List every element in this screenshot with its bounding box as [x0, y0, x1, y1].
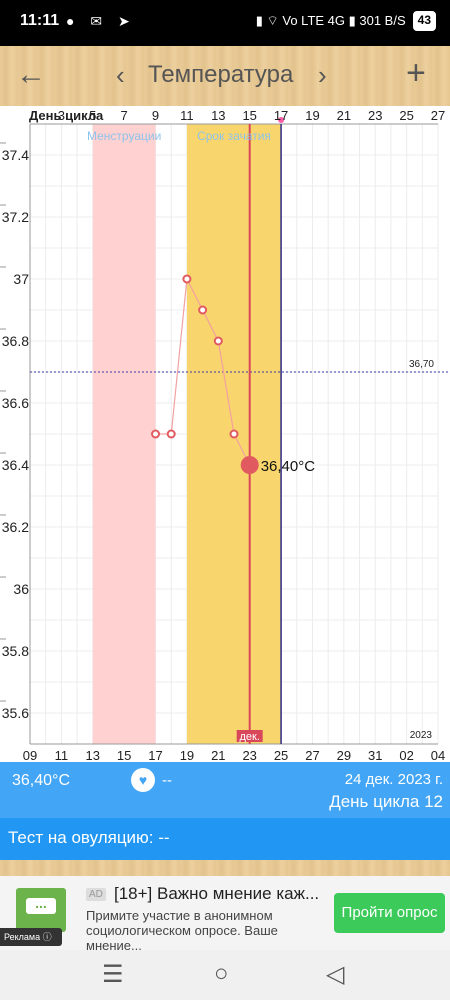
- month-label: дек.: [239, 731, 259, 743]
- chevron-left-icon[interactable]: ‹: [116, 60, 125, 90]
- status-right: ▮ ⌔ Vo LTE 4G ▮ 301 B/S 43: [256, 11, 436, 31]
- y-tick-label: 36.6: [2, 395, 29, 411]
- app-header: ← ‹ Температура › +: [0, 46, 450, 106]
- selected-date: 24 дек. 2023 г.: [344, 771, 443, 788]
- selected-point: [240, 456, 259, 474]
- y-tick-label: 36.4: [2, 457, 29, 473]
- today-marker: [278, 117, 285, 123]
- cycle-tick-label: 25: [399, 108, 413, 123]
- date-tick-label: 11: [55, 748, 69, 762]
- cycle-tick-label: 5: [89, 108, 96, 123]
- date-tick-label: 31: [368, 748, 382, 762]
- temperature-point: [151, 429, 161, 439]
- status-bar: 11:11 ● ✉ ➤ ▮ ⌔ Vo LTE 4G ▮ 301 B/S 43: [0, 0, 450, 46]
- date-tick-label: 27: [305, 748, 319, 762]
- menstruation-band: [92, 124, 156, 744]
- selected-point-label: 36,40°C: [261, 458, 316, 475]
- cycle-tick-label: 17: [274, 108, 288, 123]
- cycle-tick-label: 9: [152, 108, 159, 123]
- ad-badge: AD: [86, 888, 106, 901]
- wood-strip: [0, 860, 450, 876]
- temperature-point: [198, 305, 208, 315]
- y-tick-label: 36: [13, 581, 29, 597]
- page-title: Температура: [148, 61, 294, 88]
- date-tick-label: 15: [117, 748, 131, 762]
- cycle-tick-label: 15: [242, 108, 256, 123]
- ovulation-test-label: Тест на овуляцию: --: [8, 828, 170, 847]
- date-tick-label: 25: [274, 748, 288, 762]
- home-icon[interactable]: ○: [214, 960, 229, 987]
- heart-value: --: [162, 772, 172, 789]
- cycle-tick-label: 13: [211, 108, 225, 123]
- selected-cycle-day: День цикла 12: [329, 792, 443, 811]
- cycle-tick-label: 23: [368, 108, 382, 123]
- y-tick-label: 35.6: [2, 705, 29, 721]
- system-nav-bar: ☰ ○ ◁: [0, 950, 450, 1000]
- network-icons: ▮ ⌔ Vo LTE 4G ▮ 301 B/S: [255, 13, 406, 28]
- y-tick-label: 36.2: [2, 519, 29, 535]
- temperature-point: [166, 429, 176, 439]
- y-tick-label: 37.2: [2, 209, 29, 225]
- menstruation-label: Менструации: [87, 129, 161, 143]
- temperature-point: [213, 336, 223, 346]
- temperature-point: [182, 274, 192, 284]
- cycle-day-axis-title: День цикла: [29, 108, 104, 123]
- arrow-left-icon[interactable]: ←: [16, 58, 46, 91]
- back-icon[interactable]: ◁: [326, 961, 345, 988]
- y-tick-label: 36.8: [2, 333, 29, 349]
- cycle-tick-label: 21: [337, 108, 351, 123]
- ad-title: [18+] Важно мнение каж...: [114, 884, 320, 903]
- date-tick-label: 13: [86, 748, 100, 762]
- temperature-point: [229, 429, 239, 439]
- coverline-label: 36,70: [409, 359, 434, 370]
- date-tick-label: 04: [431, 748, 445, 762]
- ad-reklama-label[interactable]: Реклама ⓘ: [0, 928, 62, 946]
- chat-bubble-icon: ...: [26, 896, 56, 914]
- date-tick-label: 17: [148, 748, 162, 762]
- y-tick-label: 37: [13, 271, 29, 287]
- date-tick-label: 21: [211, 748, 225, 762]
- month-tag: [236, 730, 263, 742]
- ad-description: Примите участие в анонимном социологичес…: [86, 908, 278, 953]
- status-time: 11:11: [20, 12, 60, 29]
- ad-cta-button[interactable]: Пройти опрос: [334, 893, 445, 933]
- selected-day-info: 36,40°C ♥ -- 24 дек. 2023 г. День цикла …: [0, 762, 450, 818]
- chevron-right-icon[interactable]: ›: [318, 60, 327, 90]
- fertile-label: Срок зачатия: [197, 129, 271, 143]
- date-tick-label: 09: [23, 748, 37, 762]
- cycle-tick-label: 7: [121, 108, 128, 123]
- date-tick-label: 23: [242, 748, 256, 762]
- plus-icon[interactable]: +: [406, 54, 426, 92]
- ad-banner[interactable]: ... Реклама ⓘ AD [18+] Важно мнение каж.…: [0, 876, 450, 953]
- heart-icon[interactable]: ♥: [131, 768, 155, 792]
- year-label: 2023: [410, 730, 433, 741]
- y-tick-label: 37.4: [2, 147, 29, 163]
- date-tick-label: 02: [399, 748, 413, 762]
- cycle-tick-label: 3: [58, 108, 65, 123]
- notification-icons: ● ✉ ➤: [66, 13, 136, 29]
- cycle-tick-label: 27: [431, 108, 445, 123]
- date-tick-label: 19: [180, 748, 194, 762]
- date-tick-label: 29: [337, 748, 351, 762]
- cycle-tick-label: 11: [180, 108, 194, 123]
- cycle-tick-label: 19: [305, 108, 319, 123]
- selected-temperature: 36,40°C: [12, 772, 70, 789]
- battery-icon: 43: [412, 11, 436, 31]
- ovulation-test-bar[interactable]: Тест на овуляцию: --: [0, 818, 450, 860]
- menu-icon[interactable]: ☰: [102, 961, 124, 988]
- y-tick-label: 35.8: [2, 643, 29, 659]
- ad-image: ...: [16, 888, 66, 932]
